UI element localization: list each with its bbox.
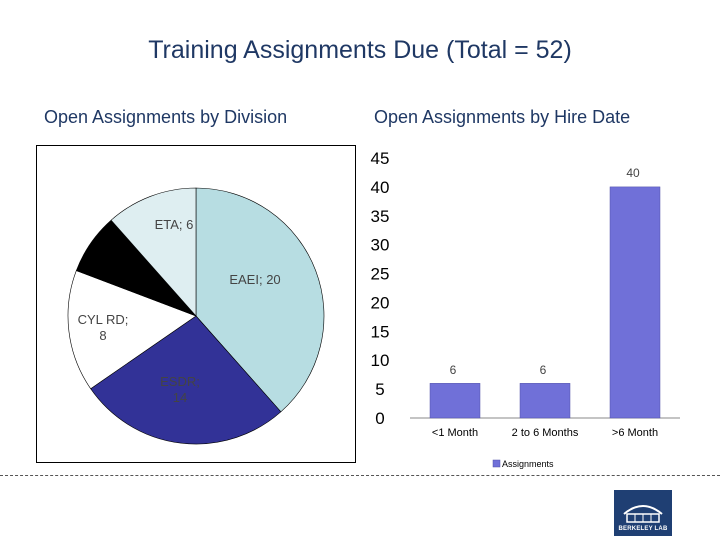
bar-data-label: 40 (626, 166, 640, 180)
y-tick-label: 5 (375, 380, 384, 399)
legend-swatch (492, 459, 501, 468)
pie-slice (90, 315, 282, 445)
y-tick-label: 45 (371, 149, 390, 168)
pie-slice-label: CYL RD; 8 (78, 312, 129, 343)
pie-slice (195, 187, 325, 413)
pie-chart-title: Open Assignments by Division (44, 107, 288, 127)
pie-slice-label: ETA; 6 (155, 217, 194, 232)
berkeley-lab-logo: BERKELEY LAB (614, 490, 672, 536)
pie-slice-label: ESDR; 14 (160, 374, 200, 405)
y-tick-label: 10 (371, 351, 390, 370)
legend-label: Assignments (502, 459, 554, 469)
y-tick-label: 40 (371, 178, 390, 197)
bar (609, 186, 661, 419)
x-category-label: >6 Month (612, 427, 658, 439)
logo-text: BERKELEY LAB (618, 526, 668, 532)
pie-slice-label: EAEI; 20 (229, 272, 280, 287)
x-category-label: 2 to 6 Months (512, 427, 579, 439)
slide-title: Training Assignments Due (Total = 52) (148, 36, 572, 64)
y-tick-label: 35 (371, 207, 390, 226)
y-tick-label: 0 (375, 409, 384, 428)
x-category-label: <1 Month (432, 427, 478, 439)
bar-chart-title: Open Assignments by Hire Date (374, 107, 631, 127)
bar-data-label: 6 (450, 363, 457, 377)
y-tick-label: 15 (371, 322, 390, 341)
footer-divider (0, 475, 720, 476)
bar (519, 383, 571, 419)
bar-data-label: 6 (540, 363, 547, 377)
y-tick-label: 20 (371, 293, 390, 312)
y-tick-label: 25 (371, 265, 390, 284)
y-tick-label: 30 (371, 236, 390, 255)
pie-slice (110, 187, 197, 317)
pie-slice (67, 270, 197, 390)
bar (429, 383, 481, 419)
lab-building-icon (623, 505, 663, 523)
